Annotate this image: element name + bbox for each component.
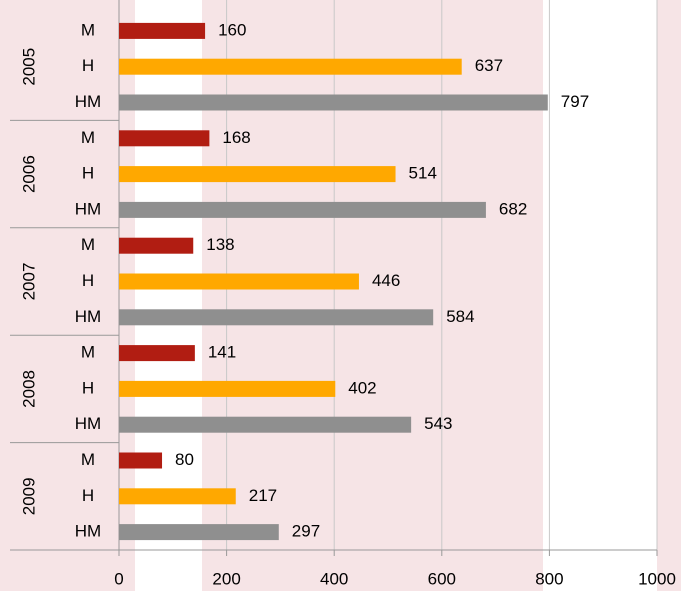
value-label: 543 bbox=[424, 414, 452, 433]
value-label: 637 bbox=[475, 56, 503, 75]
bar bbox=[119, 58, 462, 75]
bar bbox=[119, 416, 412, 433]
x-tick-label: 0 bbox=[114, 569, 123, 588]
background-band bbox=[543, 0, 657, 591]
value-label: 402 bbox=[348, 378, 376, 397]
row-label: HM bbox=[75, 307, 101, 326]
row-label: HM bbox=[75, 199, 101, 218]
bar bbox=[119, 130, 210, 147]
x-tick-label: 200 bbox=[212, 569, 240, 588]
row-label: H bbox=[82, 56, 94, 75]
value-label: 514 bbox=[409, 164, 437, 183]
value-label: 168 bbox=[222, 128, 250, 147]
value-label: 80 bbox=[175, 450, 194, 469]
row-label: M bbox=[81, 450, 95, 469]
bar bbox=[119, 273, 359, 290]
value-label: 446 bbox=[372, 271, 400, 290]
x-tick-label: 800 bbox=[535, 569, 563, 588]
group-label: 2006 bbox=[19, 155, 38, 193]
row-label: H bbox=[82, 164, 94, 183]
bar bbox=[119, 452, 163, 469]
row-label: H bbox=[82, 486, 94, 505]
value-label: 584 bbox=[446, 307, 474, 326]
row-label: HM bbox=[75, 414, 101, 433]
bar bbox=[119, 380, 336, 397]
group-label: 2005 bbox=[19, 48, 38, 86]
value-label: 682 bbox=[499, 199, 527, 218]
x-tick-label: 1000 bbox=[638, 569, 676, 588]
value-label: 297 bbox=[292, 522, 320, 541]
bar bbox=[119, 345, 195, 362]
row-label: HM bbox=[75, 92, 101, 111]
bar bbox=[119, 201, 486, 218]
row-label: M bbox=[81, 343, 95, 362]
x-tick-label: 400 bbox=[320, 569, 348, 588]
value-label: 160 bbox=[218, 20, 246, 39]
row-label: H bbox=[82, 271, 94, 290]
value-label: 217 bbox=[249, 486, 277, 505]
group-label: 2008 bbox=[19, 370, 38, 408]
row-label: M bbox=[81, 128, 95, 147]
bar bbox=[119, 166, 396, 183]
bar bbox=[119, 524, 279, 541]
row-label: HM bbox=[75, 522, 101, 541]
value-label: 141 bbox=[208, 343, 236, 362]
bar bbox=[119, 488, 236, 505]
row-label: H bbox=[82, 378, 94, 397]
row-label: M bbox=[81, 20, 95, 39]
bar bbox=[119, 94, 548, 111]
bar bbox=[119, 237, 194, 254]
x-tick-label: 600 bbox=[428, 569, 456, 588]
bar bbox=[119, 309, 434, 326]
bar bbox=[119, 22, 206, 39]
row-label: M bbox=[81, 235, 95, 254]
group-label: 2009 bbox=[19, 477, 38, 515]
group-label: 2007 bbox=[19, 263, 38, 301]
value-label: 138 bbox=[206, 235, 234, 254]
value-label: 797 bbox=[561, 92, 589, 111]
